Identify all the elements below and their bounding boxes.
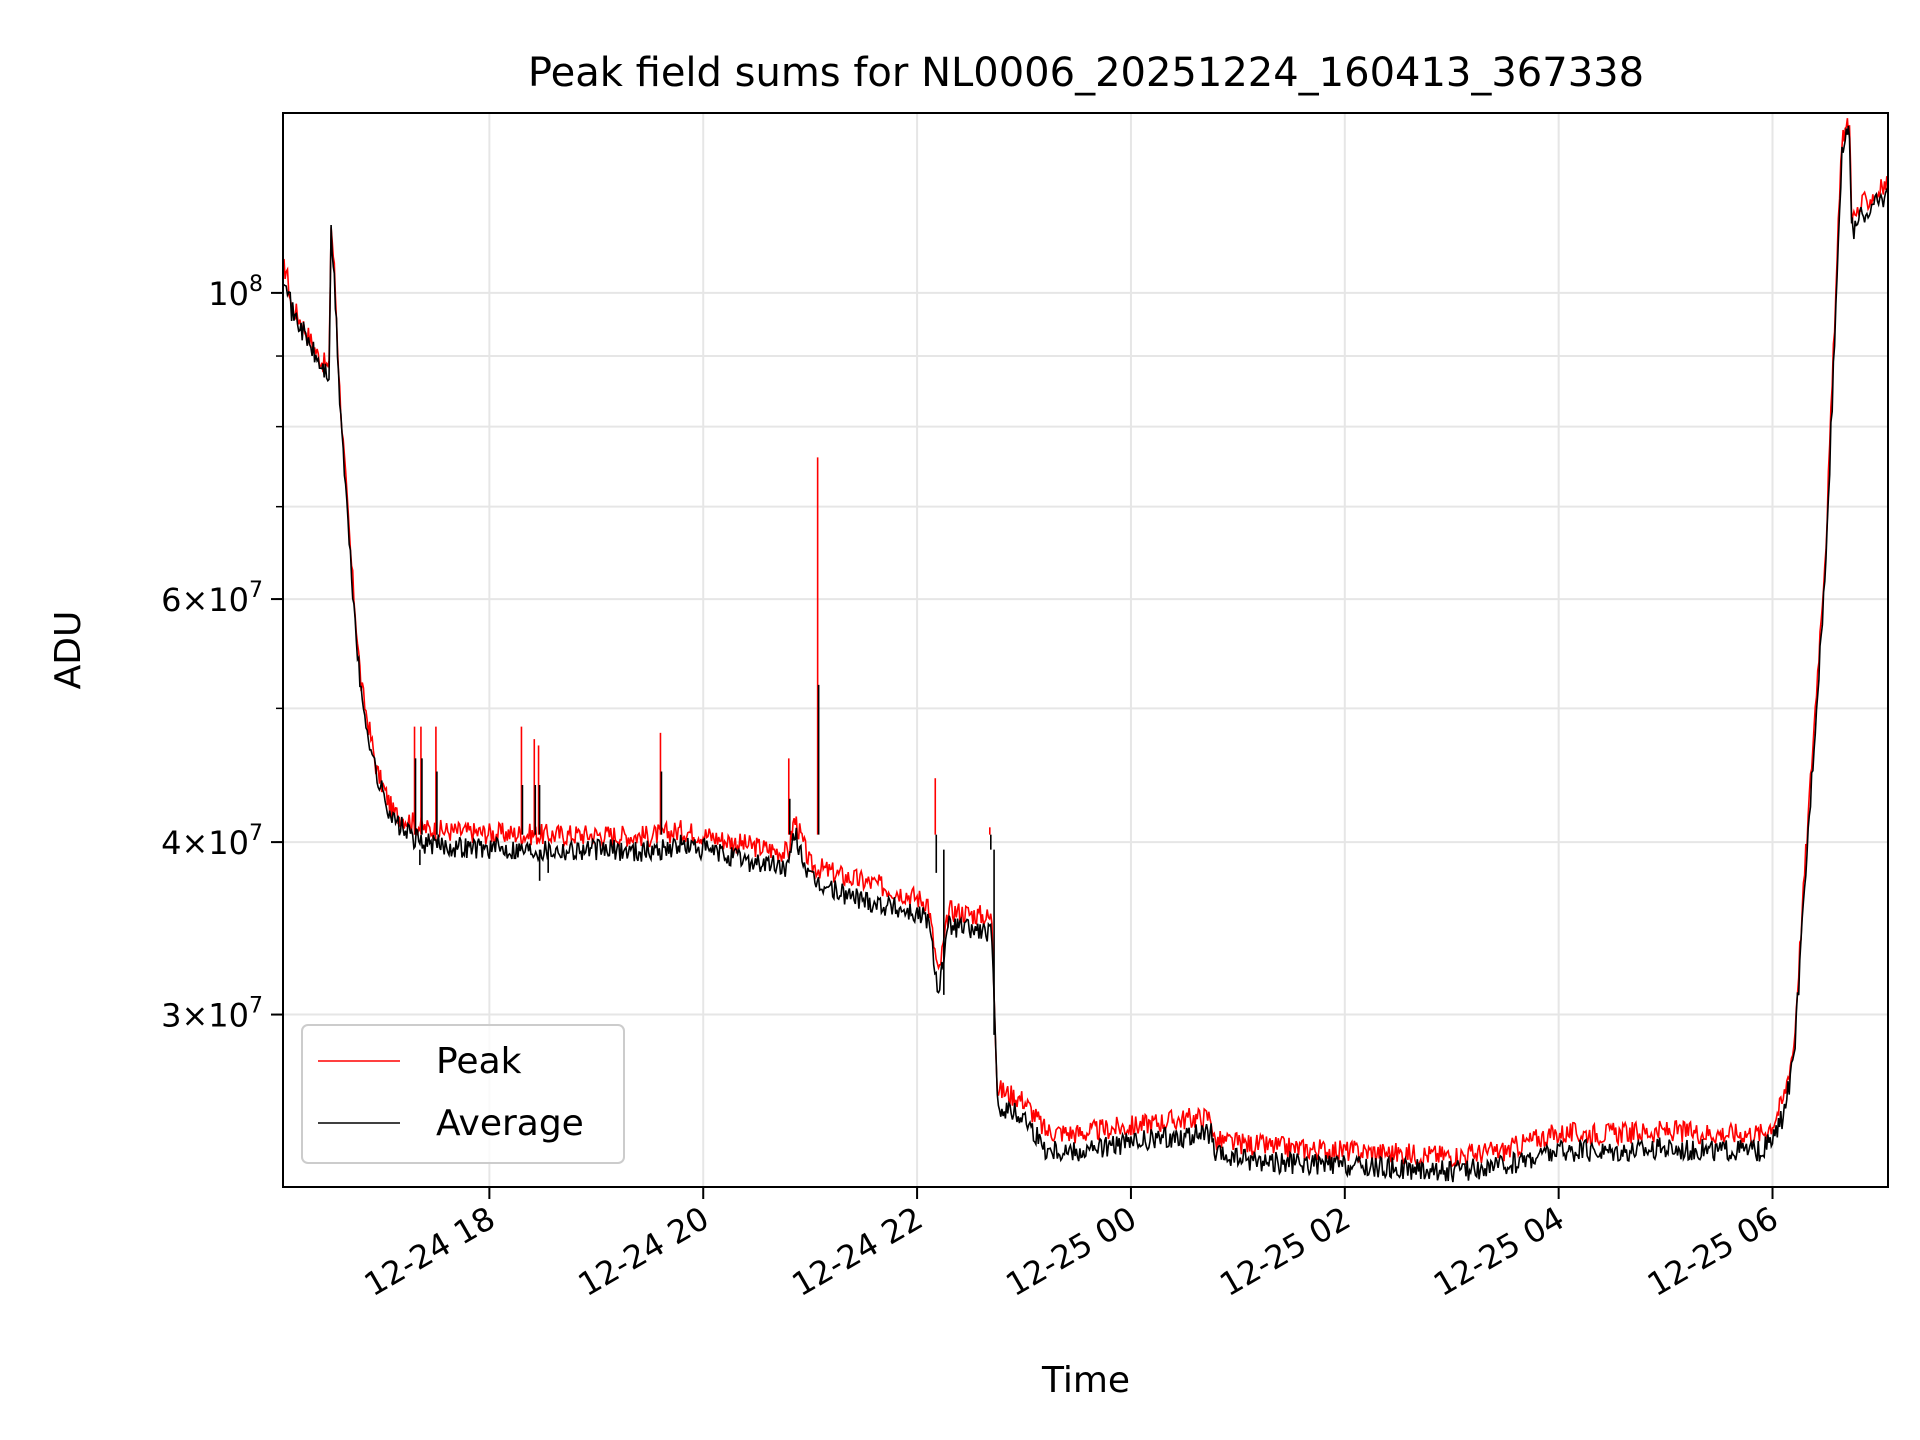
legend-label-average: Average — [436, 1103, 584, 1144]
plot-frame — [282, 112, 1889, 1188]
y-tick-label: 4×107 — [161, 821, 263, 862]
grid-lines — [283, 113, 1888, 1187]
legend: Peak Average — [301, 1024, 625, 1164]
y-tick-label: 6×107 — [161, 578, 263, 619]
series-layer — [283, 118, 1888, 1183]
chart-title: Peak field sums for NL0006_20251224_1604… — [528, 50, 1644, 96]
series-line-average — [283, 125, 1888, 1183]
x-axis-label: Time — [1041, 1360, 1130, 1401]
y-tick-label: 3×107 — [161, 994, 263, 1035]
y-axis: 108 6×107 4×107 3×107 — [161, 272, 283, 1035]
legend-box — [301, 1024, 625, 1164]
y-axis-label: ADU — [48, 611, 89, 690]
legend-label-peak: Peak — [436, 1041, 522, 1082]
y-tick-label: 108 — [208, 272, 263, 313]
series-line-peak — [283, 118, 1888, 1168]
